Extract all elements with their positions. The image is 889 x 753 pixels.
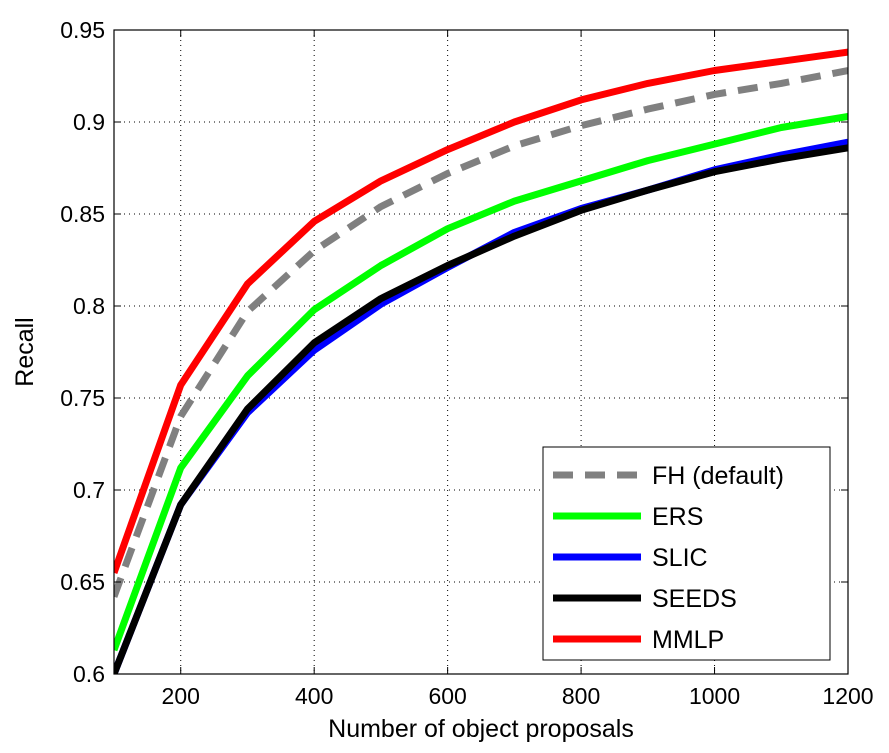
- y-tick-label: 0.7: [73, 477, 105, 503]
- legend-label: FH (default): [652, 462, 784, 490]
- x-tick-label: 1200: [822, 683, 873, 709]
- x-axis-label: Number of object proposals: [328, 715, 634, 743]
- y-tick-label: 0.6: [73, 661, 105, 687]
- y-tick-label: 0.65: [60, 569, 105, 595]
- legend: FH (default) ERS SLIC SEEDS MMLP: [542, 446, 831, 661]
- series-line-ers: [114, 113, 848, 652]
- x-tick-label: 600: [428, 683, 466, 709]
- legend-label: SLIC: [652, 544, 708, 572]
- series-lines: [114, 48, 848, 674]
- y-tick-label: 0.9: [73, 109, 105, 135]
- series-line-mmlp: [114, 48, 848, 574]
- series-line-fh-default: [114, 67, 848, 598]
- axis-ticks: 200 400 600 800 1000 1200 0.6 0.65 0.7 0.75 0.8 0.8…: [60, 17, 873, 709]
- y-tick-label: 0.75: [60, 385, 105, 411]
- legend-label: SEEDS: [652, 585, 737, 613]
- x-tick-label: 800: [562, 683, 600, 709]
- x-tick-label: 1000: [689, 683, 740, 709]
- plot-frame: [113, 29, 849, 675]
- series-line-seeds: [114, 144, 848, 674]
- legend-label: ERS: [652, 503, 703, 531]
- y-axis-label: Recall: [11, 317, 39, 386]
- x-tick-label: 200: [162, 683, 200, 709]
- y-tick-label: 0.85: [60, 201, 105, 227]
- y-tick-label: 0.95: [60, 17, 105, 43]
- legend-label: MMLP: [652, 626, 724, 654]
- y-tick-label: 0.8: [73, 293, 105, 319]
- x-tick-label: 400: [295, 683, 333, 709]
